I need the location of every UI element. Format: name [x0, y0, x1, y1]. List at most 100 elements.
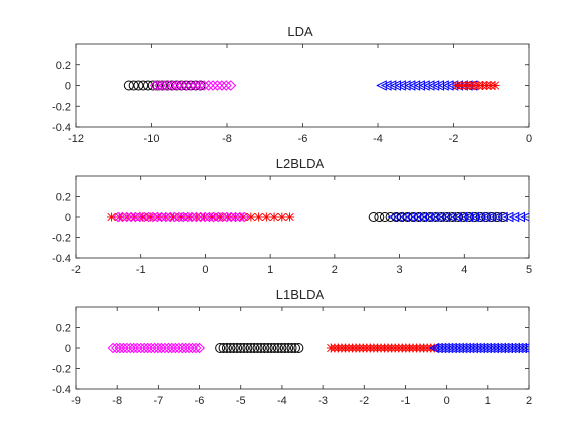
data-point-diamond: [208, 211, 220, 223]
data-point-left-triangle: [520, 212, 529, 222]
x-tick-label: -10: [144, 133, 160, 145]
subplot-title: L1BLDA: [276, 287, 325, 302]
data-point-circle: [374, 212, 385, 222]
data-point-left-triangle: [479, 211, 491, 223]
subplot-title: LDA: [287, 24, 313, 39]
data-point-diamond: [189, 80, 201, 91]
data-point-circle: [218, 343, 229, 353]
data-point-left-triangle: [502, 342, 513, 354]
data-point-left-triangle: [446, 342, 457, 354]
x-tick-label: -7: [153, 395, 163, 407]
data-point-circle: [235, 343, 246, 353]
data-point-asterisk: [215, 212, 225, 222]
data-point-left-triangle: [505, 342, 517, 354]
data-point-left-triangle: [450, 211, 462, 223]
data-point-diamond: [138, 211, 150, 223]
data-point-diamond: [194, 342, 205, 354]
data-point-left-triangle: [491, 342, 503, 354]
data-point-diamond: [182, 211, 194, 223]
x-tick-label: -8: [222, 133, 232, 145]
data-point-left-triangle: [399, 211, 410, 223]
data-point-left-triangle: [512, 342, 524, 354]
data-point-circle: [279, 343, 290, 353]
data-point-left-triangle: [497, 211, 508, 223]
data-point-circle: [128, 80, 139, 91]
data-markers: [107, 342, 529, 354]
data-point-asterisk: [138, 212, 148, 222]
data-point-left-triangle: [456, 342, 468, 354]
data-point-left-triangle: [453, 342, 464, 354]
data-point-diamond: [186, 211, 198, 223]
x-tick-label: 2: [526, 395, 532, 407]
data-point-left-triangle: [442, 342, 454, 354]
subplot-title: L2BLDA: [276, 156, 325, 171]
data-point-left-triangle: [460, 342, 471, 354]
data-point-circle: [266, 343, 277, 353]
data-point-asterisk: [184, 212, 194, 222]
data-point-diamond: [160, 211, 172, 223]
x-tick-label: 0: [202, 264, 208, 276]
data-point-circle: [215, 343, 226, 353]
data-point-diamond: [217, 211, 228, 223]
data-point-left-triangle: [449, 342, 461, 354]
data-point-diamond: [194, 80, 206, 91]
data-point-diamond: [221, 211, 233, 223]
data-point-asterisk: [277, 212, 287, 222]
data-point-diamond: [176, 80, 188, 91]
data-point-circle: [269, 343, 280, 353]
data-point-diamond: [212, 80, 223, 91]
data-point-circle: [142, 80, 153, 91]
y-tick-label: 0: [65, 212, 71, 224]
data-point-diamond: [121, 211, 133, 223]
data-point-diamond: [225, 211, 237, 223]
data-point-diamond: [180, 80, 192, 91]
x-tick-label: -8: [112, 395, 122, 407]
x-tick-label: -5: [236, 395, 246, 407]
x-tick-label: 1: [267, 264, 273, 276]
data-point-circle: [225, 343, 236, 353]
data-point-diamond: [172, 80, 183, 91]
data-point-asterisk: [261, 212, 271, 222]
x-tick-label: -2: [71, 264, 81, 276]
data-point-diamond: [220, 80, 232, 91]
data-point-circle: [252, 343, 263, 353]
data-point-circle: [162, 80, 173, 91]
x-tick-label: -4: [277, 395, 287, 407]
data-point-circle: [232, 343, 243, 353]
data-point-diamond: [173, 211, 185, 223]
data-point-left-triangle: [416, 211, 427, 223]
data-point-left-triangle: [498, 342, 510, 354]
data-point-diamond: [185, 80, 197, 91]
data-point-circle: [259, 343, 270, 353]
data-point-circle: [289, 343, 300, 353]
plot-area: -12 -10 -8 -6 -4 -2 0 -0.4 -0.2 0 0.2: [52, 43, 532, 145]
x-tick-label: 0: [444, 395, 450, 407]
data-point-diamond: [203, 80, 215, 91]
data-point-diamond: [195, 211, 207, 223]
y-tick-label: -0.2: [52, 233, 71, 245]
data-point-circle: [286, 343, 297, 353]
data-point-asterisk: [246, 212, 256, 222]
data-point-asterisk: [168, 212, 178, 222]
data-point-diamond: [134, 211, 146, 223]
data-point-left-triangle: [433, 211, 445, 223]
data-point-asterisk: [107, 212, 117, 222]
y-tick-label: -0.4: [52, 253, 71, 265]
data-point-left-triangle: [422, 211, 433, 223]
data-point-circle: [469, 212, 480, 222]
subplot-lda: LDA -12 -10 -8 -6 -4 -2 0 -0.4 -0.2 0 0.2: [52, 24, 532, 145]
data-point-circle: [249, 343, 260, 353]
data-point-asterisk: [490, 81, 500, 90]
data-point-circle: [157, 80, 168, 91]
data-point-asterisk: [269, 212, 279, 222]
x-tick-label: 2: [332, 264, 338, 276]
data-point-diamond: [163, 80, 175, 91]
data-point-circle: [238, 343, 249, 353]
y-tick-label: -0.4: [52, 384, 71, 396]
data-point-left-triangle: [410, 211, 422, 223]
data-point-circle: [152, 80, 163, 91]
y-tick-label: -0.2: [52, 101, 71, 113]
data-point-circle: [123, 80, 134, 91]
x-tick-label: -2: [359, 395, 369, 407]
